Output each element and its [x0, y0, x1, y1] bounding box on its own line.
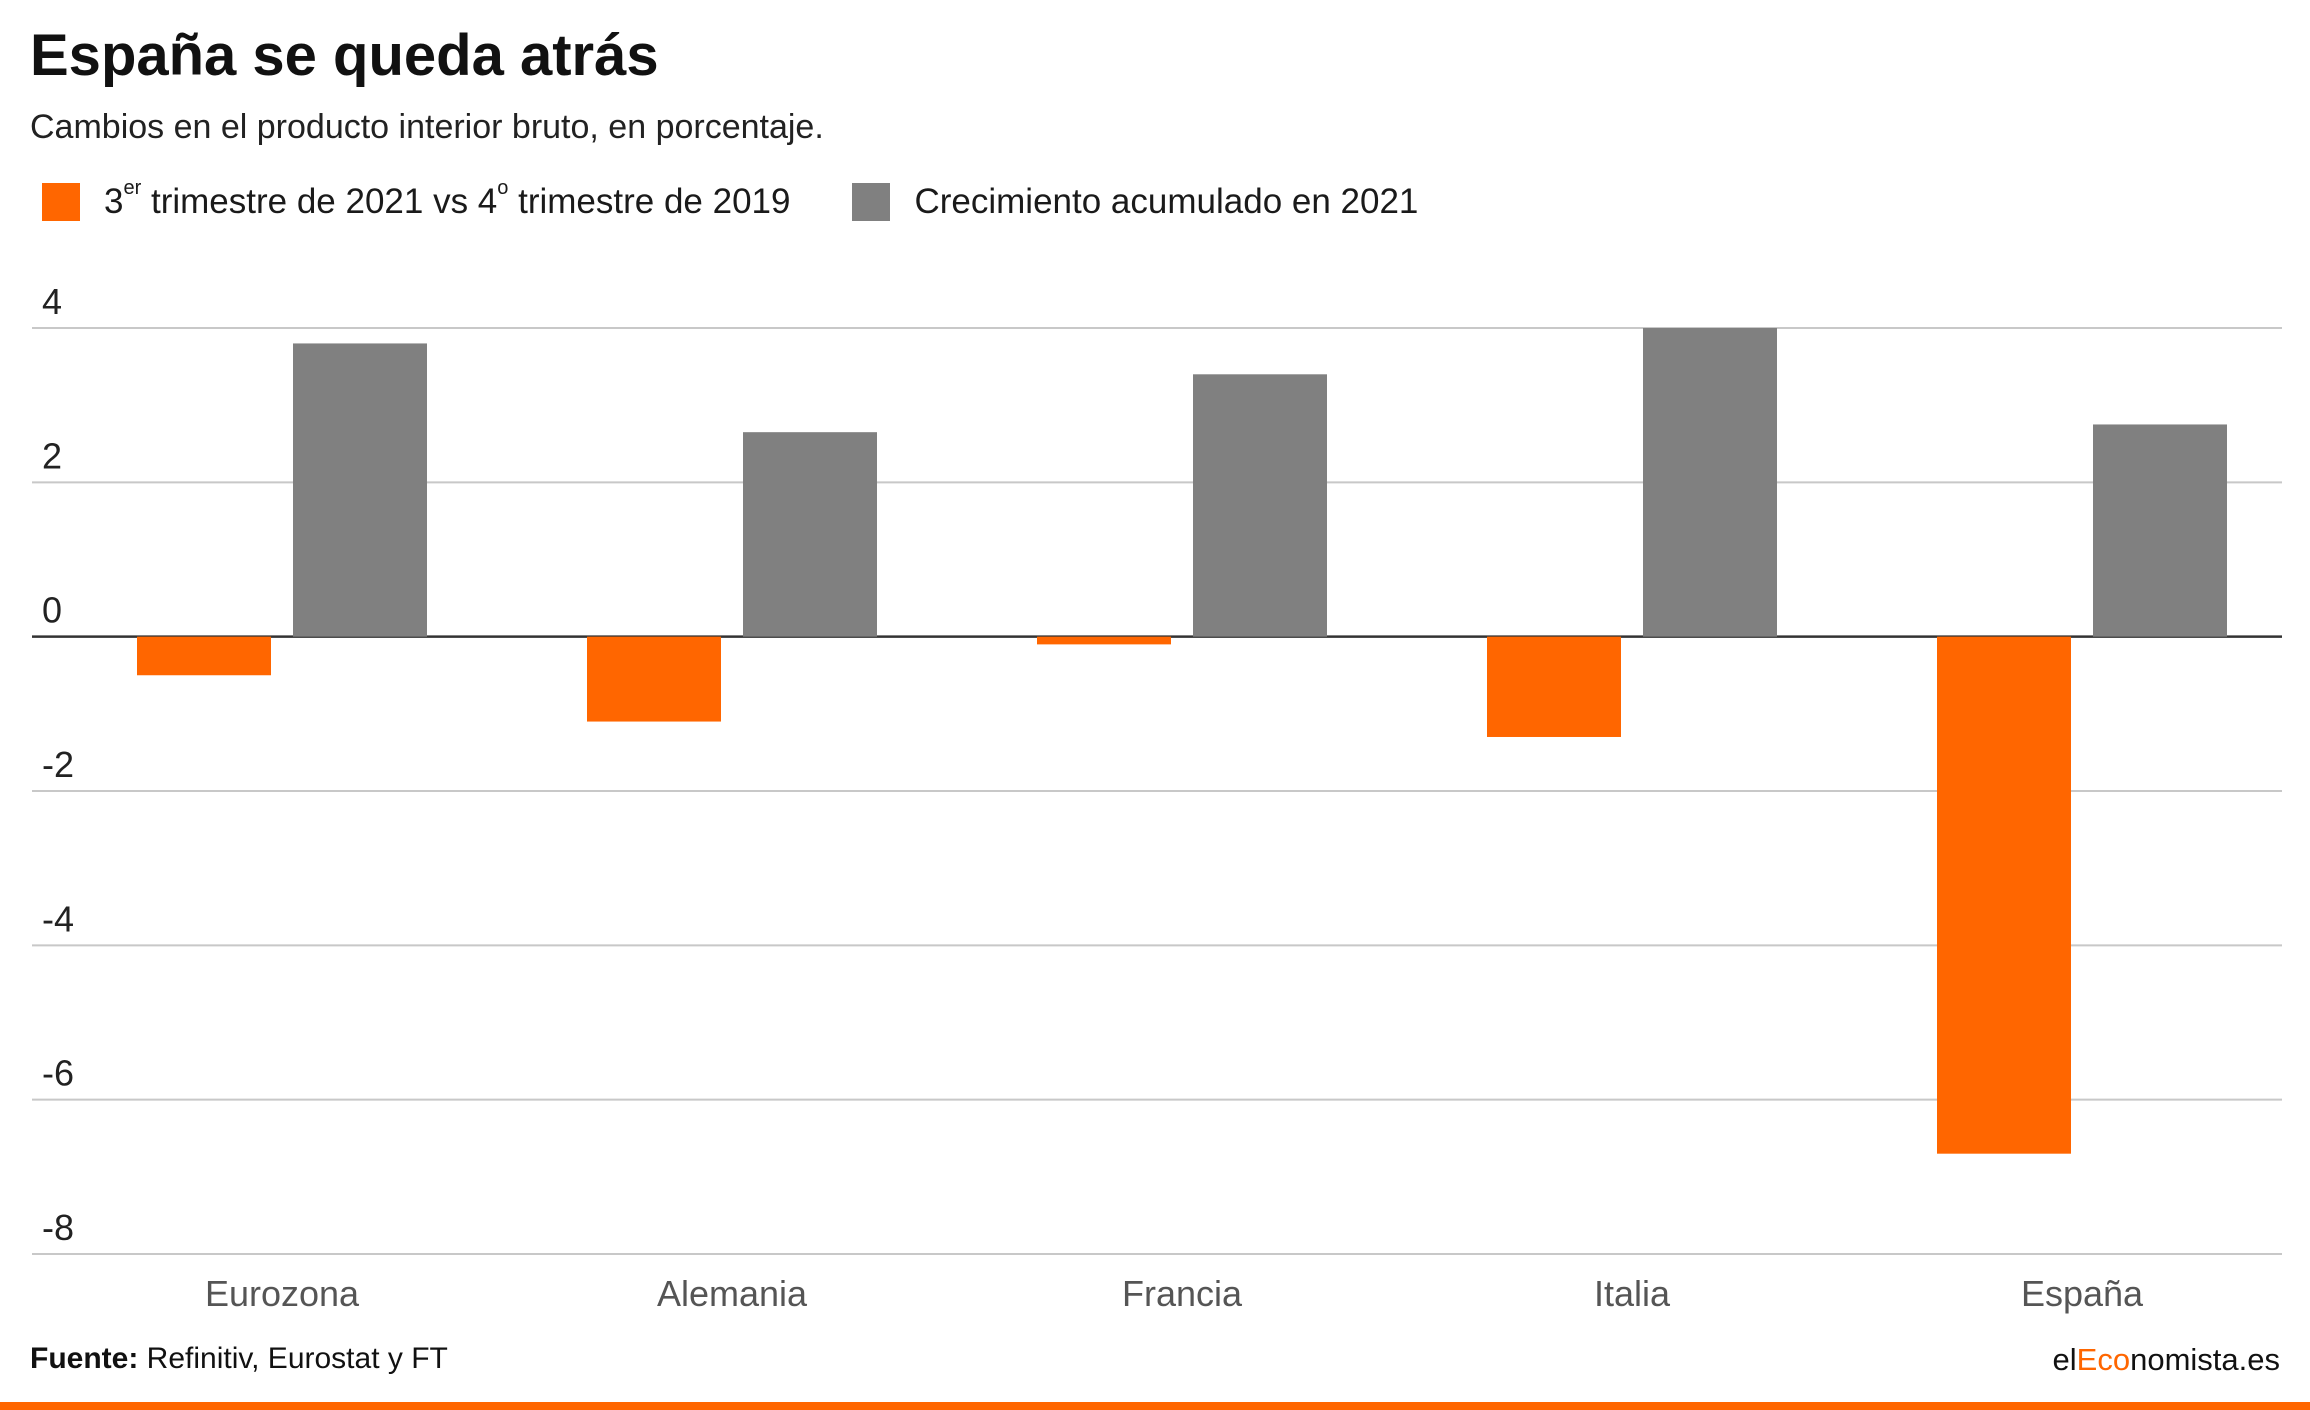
bar-series2-italia	[1643, 328, 1777, 637]
x-category-label: España	[2021, 1273, 2144, 1314]
x-category-label: Alemania	[657, 1273, 808, 1314]
y-tick-label: -6	[42, 1053, 74, 1094]
brand-logo: elEconomista.es	[2053, 1342, 2280, 1378]
bar-series1-italia	[1487, 637, 1621, 737]
bar-series1-alemania	[587, 637, 721, 722]
bar-series2-alemania	[743, 432, 877, 636]
bar-series1-francia	[1037, 637, 1171, 645]
bar-series1-españa	[1937, 637, 2071, 1154]
y-tick-label: 4	[42, 281, 62, 322]
y-tick-label: -4	[42, 898, 74, 939]
y-tick-label: -2	[42, 744, 74, 785]
y-tick-label: 0	[42, 590, 62, 631]
y-tick-label: 2	[42, 435, 62, 476]
bottom-accent-bar	[0, 1402, 2310, 1410]
bar-series2-francia	[1193, 374, 1327, 636]
y-tick-label: -8	[42, 1207, 74, 1248]
bar-series2-españa	[2093, 424, 2227, 636]
x-category-label: Francia	[1122, 1273, 1243, 1314]
source-note: Fuente: Refinitiv, Eurostat y FT	[30, 1342, 448, 1376]
x-category-label: Italia	[1594, 1273, 1671, 1314]
bar-series1-eurozona	[137, 637, 271, 676]
bar-series2-eurozona	[293, 343, 427, 636]
bar-chart: 4 2 0 -2 -4 -6 -8 Eurozona Alemania Francia Italia…	[0, 0, 2310, 1330]
x-category-label: Eurozona	[205, 1273, 360, 1314]
